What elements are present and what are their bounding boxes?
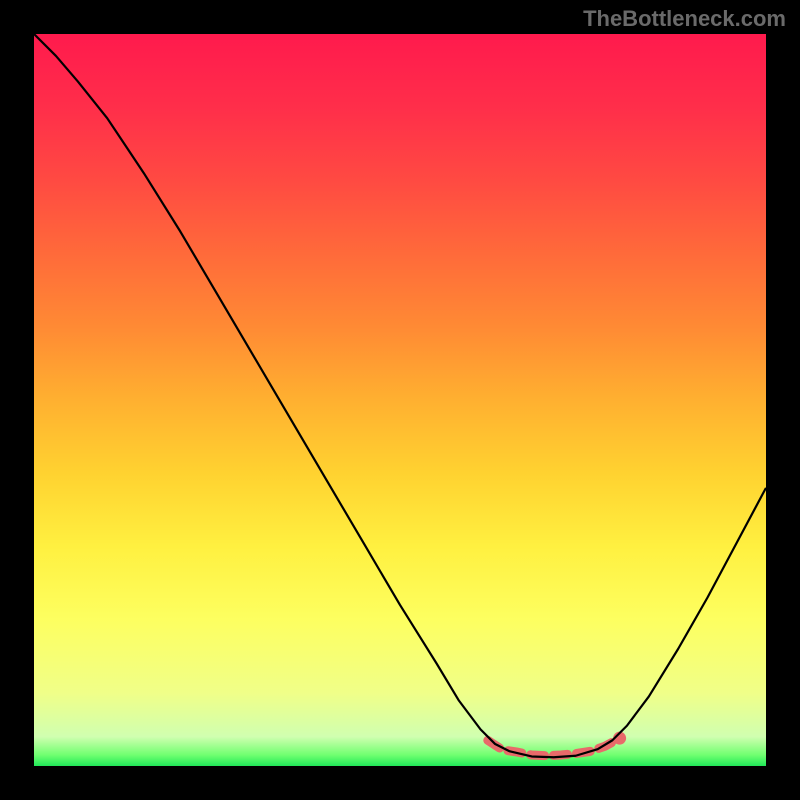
gradient-background bbox=[34, 34, 766, 766]
chart-svg bbox=[34, 34, 766, 766]
chart-plot-area bbox=[34, 34, 766, 766]
watermark-text: TheBottleneck.com bbox=[583, 6, 786, 32]
